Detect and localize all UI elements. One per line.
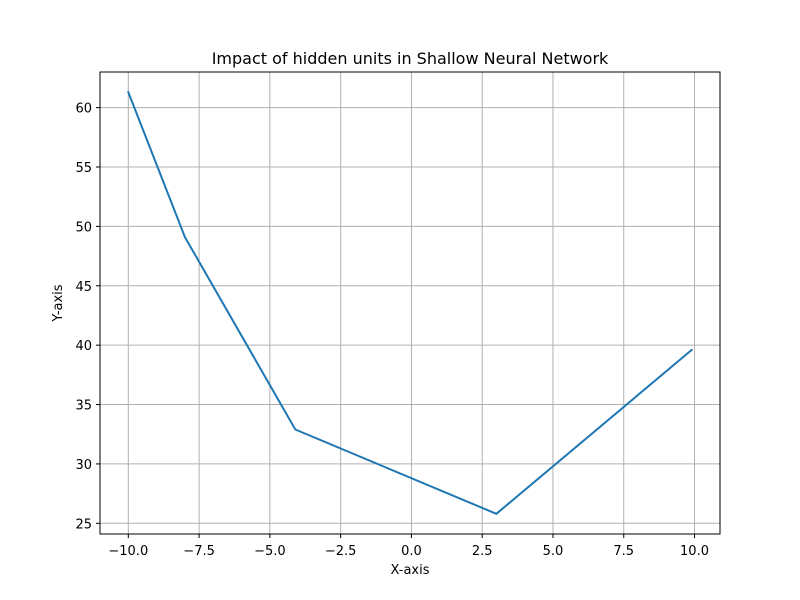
series-layer <box>127 90 694 515</box>
y-tick-label: 45 <box>75 280 92 295</box>
series-line <box>127 90 694 515</box>
y-axis-label: Y-axis <box>51 284 66 322</box>
y-tick-label: 30 <box>75 458 92 473</box>
plot-frame <box>99 71 721 535</box>
y-tick-label: 25 <box>75 517 92 532</box>
x-tick-label: 0.0 <box>401 544 422 559</box>
x-tick-label: −10.0 <box>108 544 148 559</box>
y-tick-label: 40 <box>75 339 92 354</box>
grid-lines <box>100 72 720 534</box>
y-tick-label: 35 <box>75 399 92 414</box>
x-tick-label: 5.0 <box>543 544 564 559</box>
y-tick-label: 55 <box>75 161 92 176</box>
x-tick-label: −5.0 <box>254 544 286 559</box>
x-tick-label: 2.5 <box>472 544 493 559</box>
chart-title: Impact of hidden units in Shallow Neural… <box>212 49 609 68</box>
x-tick-label: −2.5 <box>325 544 357 559</box>
x-tick-label: −7.5 <box>183 544 215 559</box>
y-tick-label: 60 <box>75 102 92 117</box>
x-tick-label: 10.0 <box>680 544 709 559</box>
axis-ticks: −10.0 −7.5 −5.0 −2.5 0.0 2.5 5.0 7.5 10.0 25 30 35 4… <box>75 102 709 559</box>
x-axis-label: X-axis <box>391 563 430 578</box>
y-tick-label: 50 <box>75 220 92 235</box>
x-tick-label: 7.5 <box>613 544 634 559</box>
